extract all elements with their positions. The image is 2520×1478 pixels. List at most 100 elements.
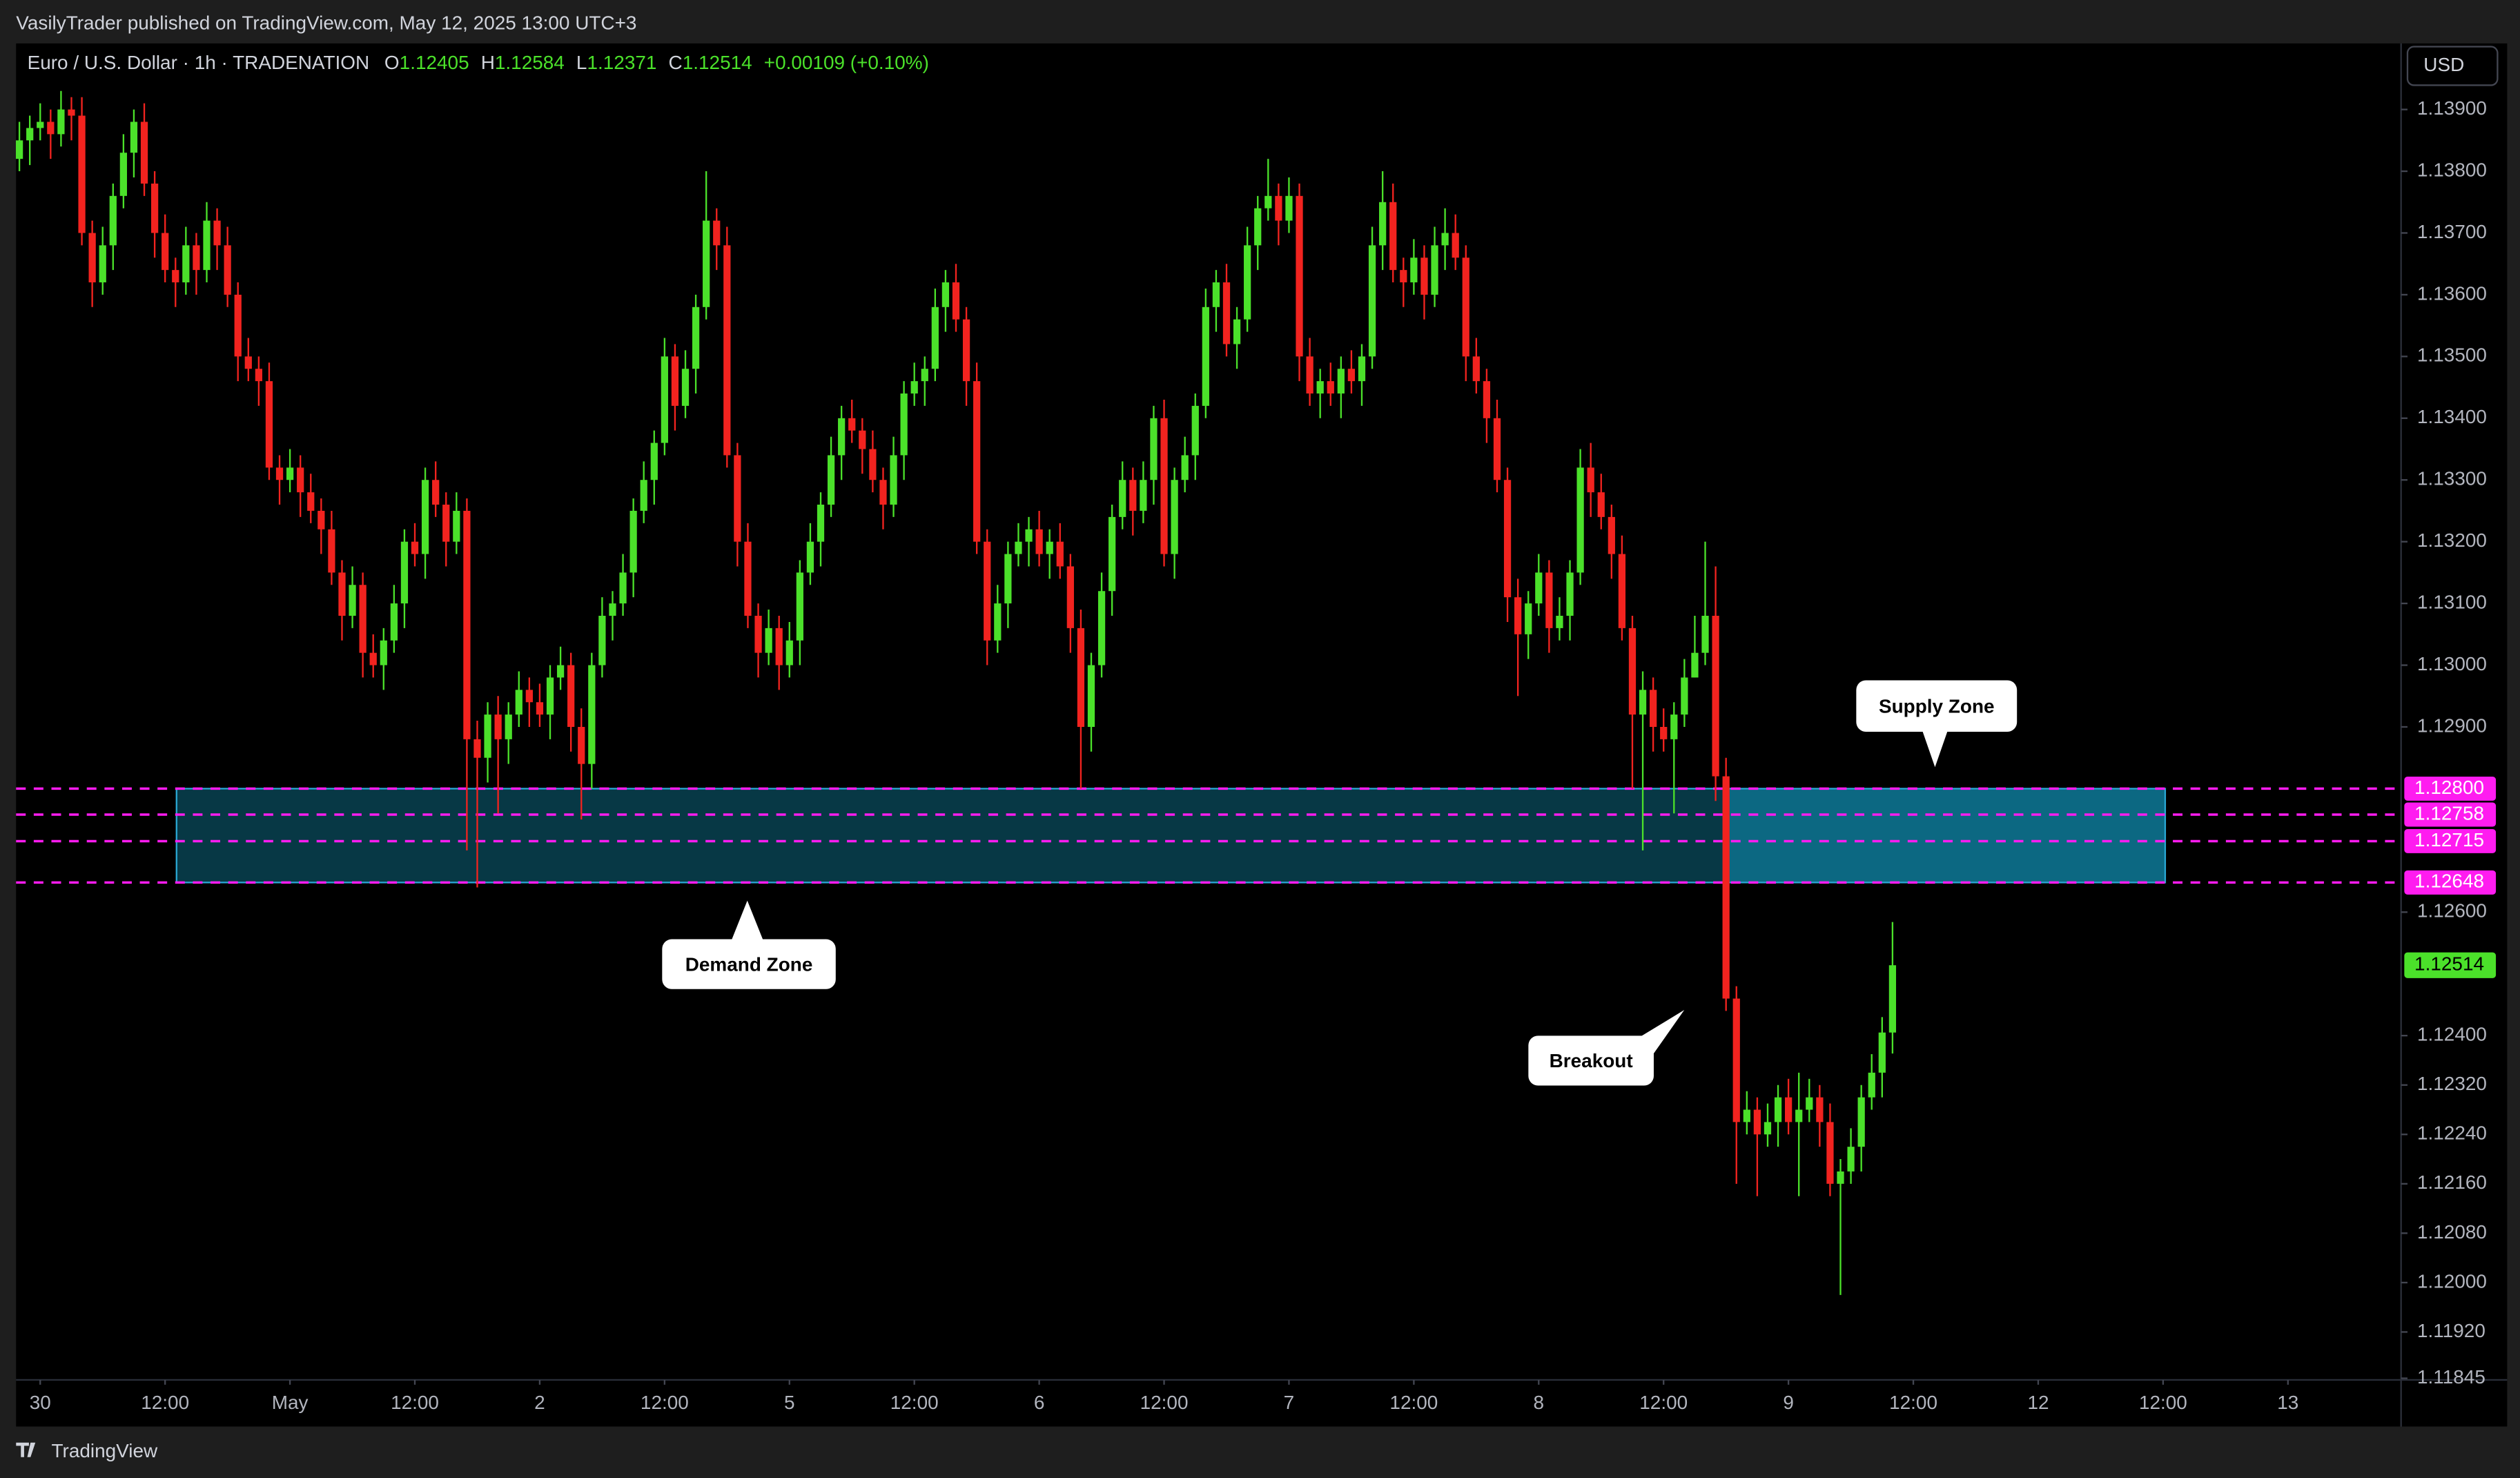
callout-box: [1856, 680, 2018, 732]
candle-body: [671, 356, 679, 406]
callout-box: [1528, 1035, 1654, 1086]
candle-body: [692, 307, 700, 369]
candle-body: [1483, 381, 1491, 418]
legend-change: +0.00109 (+0.10%): [764, 52, 929, 74]
candle-body: [515, 690, 522, 715]
publisher-header: VasilyTrader published on TradingView.co…: [16, 12, 636, 33]
annotation-callout: Demand Zone: [662, 900, 836, 989]
level-price-label: 1.12758: [2414, 802, 2484, 824]
candle-body: [1160, 418, 1168, 554]
candle-body: [1525, 603, 1532, 634]
y-tick-label: 1.12600: [2417, 900, 2487, 922]
candle-body: [567, 665, 575, 727]
candle-body: [1670, 714, 1678, 739]
currency-label[interactable]: USD: [2423, 54, 2464, 75]
legend-name: C: [669, 52, 683, 74]
candle-body: [713, 220, 721, 246]
candle-body: [182, 245, 190, 283]
candle-body: [1035, 529, 1043, 554]
candle-body: [453, 510, 460, 542]
candle-body: [744, 541, 752, 616]
candle-body: [629, 510, 637, 573]
candle-body: [1816, 1097, 1824, 1122]
candle-body: [1244, 245, 1251, 320]
candle-body: [244, 356, 252, 369]
x-tick-label: 12:00: [1639, 1392, 1688, 1413]
candle-body: [328, 529, 335, 573]
candle-body: [962, 319, 970, 382]
candle-body: [1732, 998, 1740, 1122]
level-price-label: 1.12648: [2414, 871, 2484, 892]
candle-body: [556, 665, 565, 678]
y-tick-label: 1.13200: [2417, 529, 2487, 551]
candle-body: [661, 356, 668, 443]
legend-name: H: [481, 52, 495, 74]
candle-body: [703, 220, 710, 307]
callout-label: Supply Zone: [1879, 695, 1995, 717]
last-price-label: 1.12514: [2414, 953, 2484, 975]
x-tick-label: 12:00: [141, 1392, 189, 1413]
candle-body: [400, 541, 409, 604]
candle-body: [265, 381, 273, 468]
candle-body: [1826, 1122, 1834, 1184]
y-tick-label: 1.13300: [2417, 468, 2487, 489]
candle-body: [47, 121, 55, 135]
candle-body: [369, 652, 377, 665]
candle-body: [307, 492, 315, 511]
zone: [1724, 788, 2167, 884]
candle-body: [619, 572, 627, 604]
annotation-callout: Breakout: [1528, 1010, 1685, 1086]
candle-body: [1410, 257, 1418, 283]
y-tick-label: 1.12160: [2417, 1171, 2487, 1193]
candle-body: [1701, 615, 1709, 653]
candle-body: [796, 572, 803, 641]
candle-body: [150, 183, 159, 233]
candle-body: [15, 140, 23, 159]
candle-body: [1650, 690, 1657, 727]
candle-body: [785, 640, 793, 665]
candle-body: [1868, 1072, 1875, 1098]
candle-body: [255, 369, 262, 382]
candle-body: [1847, 1147, 1855, 1171]
candle-body: [349, 585, 356, 616]
candle-body: [1806, 1097, 1813, 1110]
candle-body: [1337, 369, 1345, 394]
candle-body: [650, 443, 658, 480]
level-price-label: 1.12715: [2414, 829, 2484, 850]
candle-body: [297, 467, 304, 493]
candle-body: [1857, 1097, 1865, 1147]
candle-body: [1639, 690, 1647, 715]
symbol-title: Euro / U.S. Dollar · 1h · TRADENATION: [28, 52, 370, 74]
candle-body: [88, 233, 96, 283]
candle-body: [765, 628, 772, 653]
level-price-tag: [2404, 802, 2497, 827]
candle-body: [224, 245, 231, 295]
candle-body: [536, 702, 544, 715]
candle-body: [848, 418, 856, 431]
candle-body: [910, 381, 918, 394]
candle-body: [390, 603, 398, 641]
footer-brand: TradingView: [52, 1440, 159, 1461]
candle-body: [1795, 1109, 1803, 1122]
currency-button[interactable]: [2406, 46, 2499, 86]
candle-body: [1576, 467, 1584, 573]
candle-body: [1878, 1032, 1886, 1073]
y-tick-label: 1.13600: [2417, 282, 2487, 304]
level-price-tag: [2404, 776, 2497, 801]
candle-body: [1597, 492, 1605, 517]
y-tick-label: 1.13700: [2417, 221, 2487, 242]
candle-body: [1233, 319, 1241, 344]
candle-body: [1046, 541, 1053, 554]
legend-value: 1.12514: [683, 52, 752, 74]
candle-body: [973, 381, 981, 542]
candle-body: [1066, 566, 1074, 628]
candle-body: [1441, 233, 1449, 246]
candle-body: [172, 270, 179, 283]
candle-body: [442, 505, 450, 542]
candle-body: [1150, 418, 1158, 480]
candle-body: [1628, 628, 1637, 715]
candle-body: [78, 115, 86, 233]
x-tick-label: 13: [2277, 1392, 2298, 1413]
plot: 1.13900 1.13800 1.13700 1.13600 1.13500 1.134…: [15, 90, 2497, 1413]
x-tick-label: 8: [1534, 1392, 1545, 1413]
